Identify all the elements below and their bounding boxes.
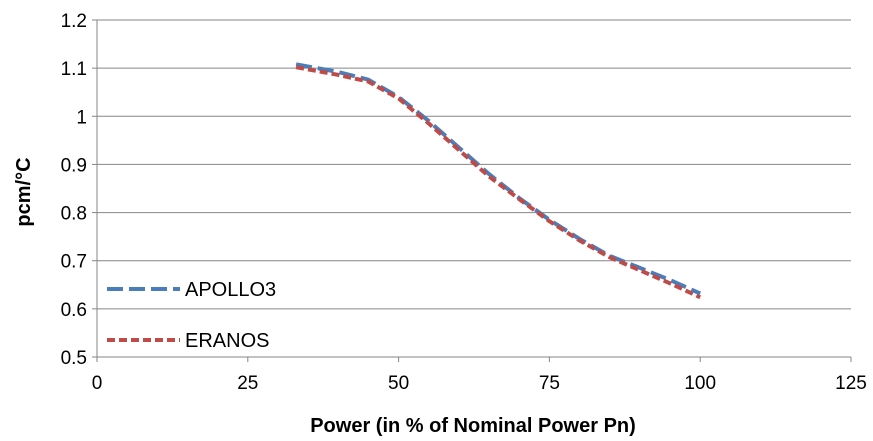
- y-tick-label: 0.5: [61, 348, 87, 369]
- y-tick-label: 0.6: [61, 300, 87, 321]
- x-tick-label: 75: [539, 373, 560, 394]
- y-tick-label: 0.7: [61, 252, 87, 273]
- y-axis-title: pcm/°C: [13, 157, 35, 226]
- legend: APOLLO3 ERANOS: [107, 279, 276, 352]
- series-lines: [295, 62, 702, 300]
- y-tick-label: 1: [76, 107, 87, 128]
- y-tick-label: 0.8: [61, 204, 87, 225]
- series-line-eranos: [295, 65, 702, 300]
- grid: [97, 19, 851, 358]
- x-tick-label: 50: [388, 373, 409, 394]
- series-line-apollo3: [295, 62, 702, 296]
- legend-label-eranos: ERANOS: [185, 330, 269, 352]
- legend-label-apollo3: APOLLO3: [185, 279, 276, 301]
- axes: 0.5 0.6 0.7 0.8 0.9 1 1.1 1.2 0 25 50 75 100 125: [61, 11, 867, 394]
- x-tick-label: 0: [92, 373, 103, 394]
- y-tick-label: 0.9: [61, 155, 87, 176]
- y-tick-label: 1.1: [61, 59, 87, 80]
- x-axis-title: Power (in % of Nominal Power Pn): [310, 415, 636, 437]
- x-tick-label: 25: [237, 373, 258, 394]
- x-tick-label: 125: [835, 373, 867, 394]
- x-tick-label: 100: [684, 373, 716, 394]
- y-tick-label: 1.2: [61, 11, 87, 32]
